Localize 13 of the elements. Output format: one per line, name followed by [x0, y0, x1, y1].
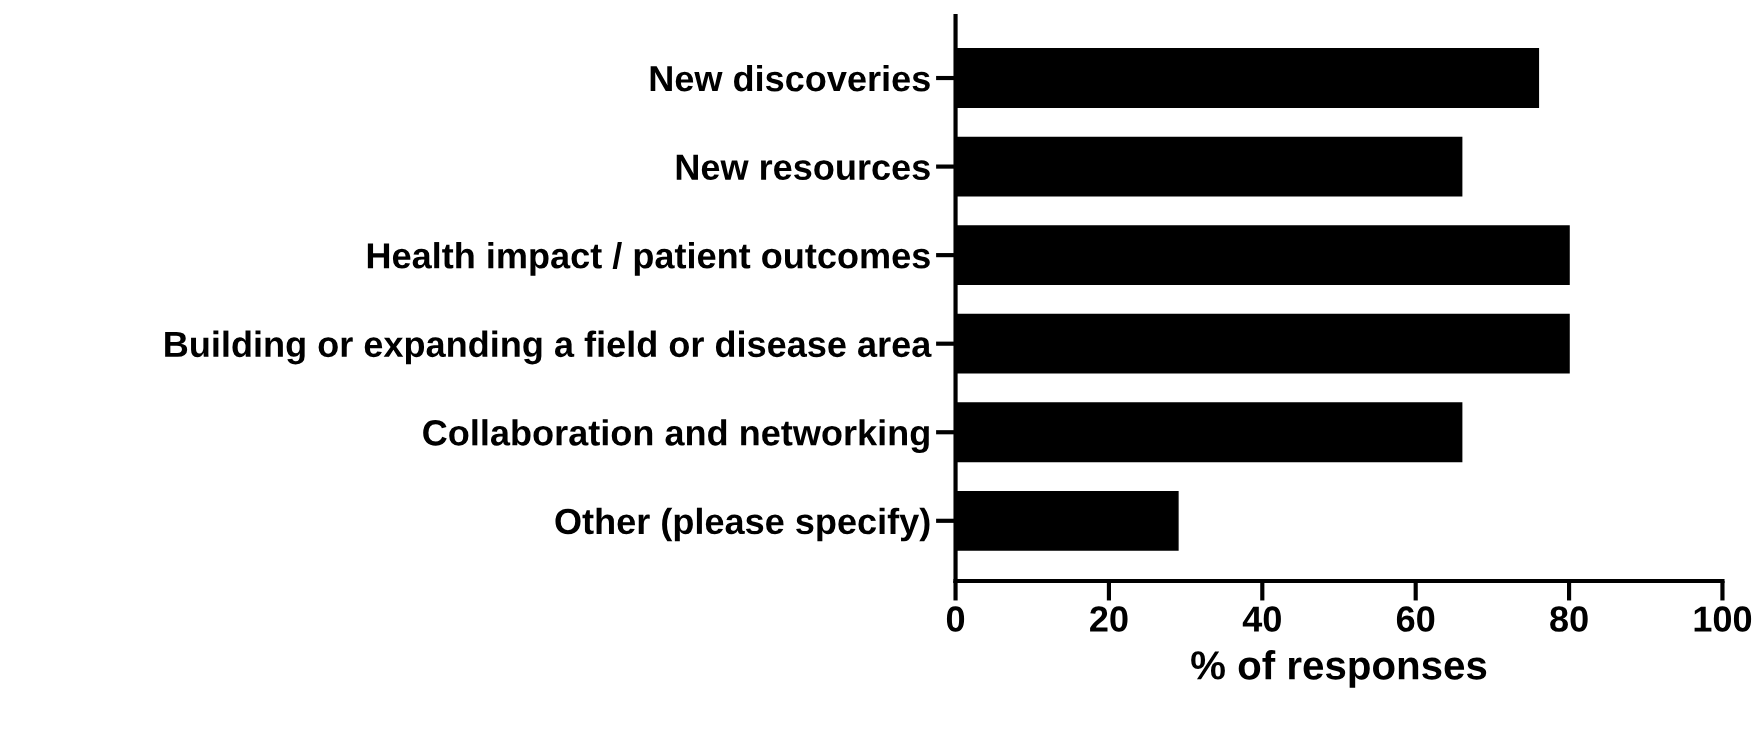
y-tick-label: Other (please specify): [555, 507, 930, 542]
x-tick-label: 80: [1550, 606, 1588, 632]
y-tick-label: Building or expanding a field or disease area: [165, 330, 932, 365]
y-tick-label: Health impact / patient outcomes: [367, 242, 930, 276]
x-axis-title: % of responses: [1191, 650, 1487, 688]
x-tick-label: 0: [946, 606, 965, 632]
y-tick-label: New resources: [676, 154, 930, 181]
x-tick-label: 100: [1694, 606, 1752, 632]
x-tick-label: 40: [1242, 606, 1281, 632]
y-tick-label: New discoveries: [650, 64, 930, 92]
x-tick-label: 20: [1090, 606, 1128, 632]
y-tick-label: Collaboration and networking: [423, 419, 929, 453]
x-tick-label: 60: [1396, 606, 1435, 632]
